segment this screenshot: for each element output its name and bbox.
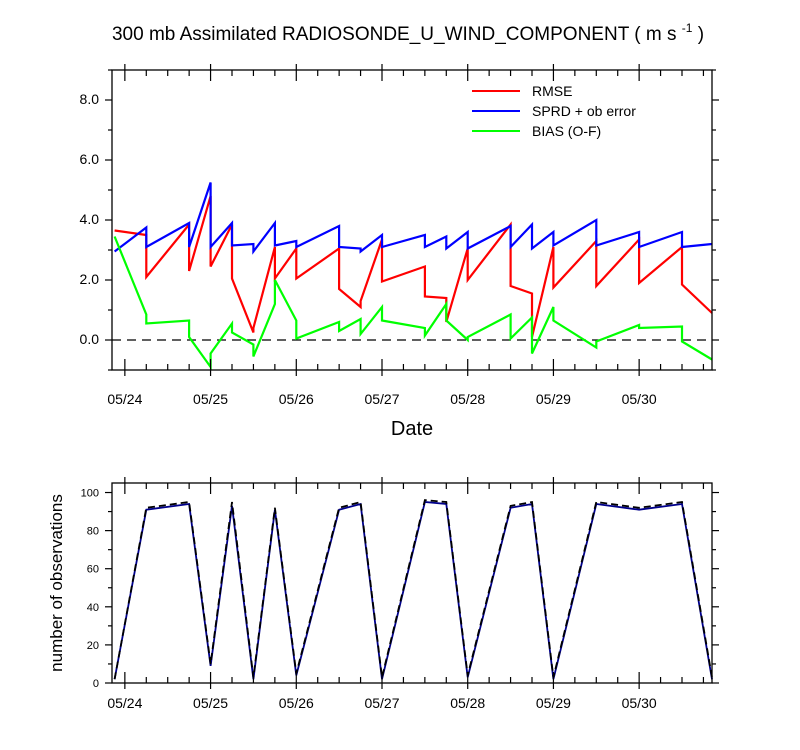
series-line-bias-o-f (113, 236, 713, 371)
y-tick-label: 6.0 (80, 151, 100, 167)
y-tick-label: 60 (87, 564, 99, 576)
y-tick-label: 2.0 (80, 271, 100, 287)
x-tick-label: 05/30 (622, 391, 657, 407)
top-series-group (113, 182, 713, 371)
x-tick-label: 05/24 (107, 695, 142, 711)
series-line-rmse (114, 195, 713, 338)
x-tick-label: 05/25 (193, 391, 228, 407)
y-tick-label: 0 (93, 678, 99, 690)
x-tick-label: 05/24 (107, 391, 142, 407)
y-tick-label: 0.0 (80, 331, 100, 347)
legend: RMSE SPRD + ob error BIAS (O-F) (472, 83, 636, 139)
y-tick-label: 40 (87, 602, 99, 614)
x-tick-label: 05/28 (450, 695, 485, 711)
x-tick-label: 05/29 (536, 695, 571, 711)
bottom-series-group (113, 499, 713, 680)
x-tick-label: 05/28 (450, 391, 485, 407)
y-tick-label: 4.0 (80, 211, 100, 227)
x-tick-label: 05/30 (622, 695, 657, 711)
series-line-sprd-ob-error (113, 182, 713, 255)
x-tick-label: 05/26 (279, 391, 314, 407)
y-axis-label-observations: number of observations (47, 494, 66, 672)
x-tick-label: 05/27 (364, 391, 399, 407)
bottom-panel: 0 20 40 60 80 100 05/24 05/25 05/26 05/27 05/28 05/… (47, 477, 719, 711)
legend-label: SPRD + ob error (532, 103, 636, 119)
x-tick-label: 05/25 (193, 695, 228, 711)
series-line-observations-dashed (113, 499, 713, 680)
legend-label: RMSE (532, 83, 572, 99)
y-tick-label: 8.0 (80, 91, 100, 107)
y-tick-label: 20 (87, 640, 99, 652)
top-panel: 0.0 2.0 4.0 6.0 8.0 05/24 05/25 05/26 05/27 05/28… (80, 64, 719, 440)
x-axis-label: Date (391, 418, 433, 440)
y-tick-label: 80 (87, 526, 99, 538)
chart-title: 300 mb Assimilated RADIOSONDE_U_WIND_COM… (112, 21, 704, 45)
legend-label: BIAS (O-F) (532, 123, 601, 139)
x-tick-label: 05/27 (364, 695, 399, 711)
y-tick-label: 100 (81, 488, 99, 500)
x-tick-label: 05/26 (279, 695, 314, 711)
bottom-axis-ticks: 0 20 40 60 80 100 05/24 05/25 05/26 05/27 05/28 05/… (81, 477, 719, 711)
series-line-observations-solid (113, 501, 713, 680)
x-tick-label: 05/29 (536, 391, 571, 407)
top-axis-ticks: 0.0 2.0 4.0 6.0 8.0 05/24 05/25 05/26 05/27 05/28… (80, 64, 719, 407)
bottom-plot-frame (111, 482, 713, 684)
